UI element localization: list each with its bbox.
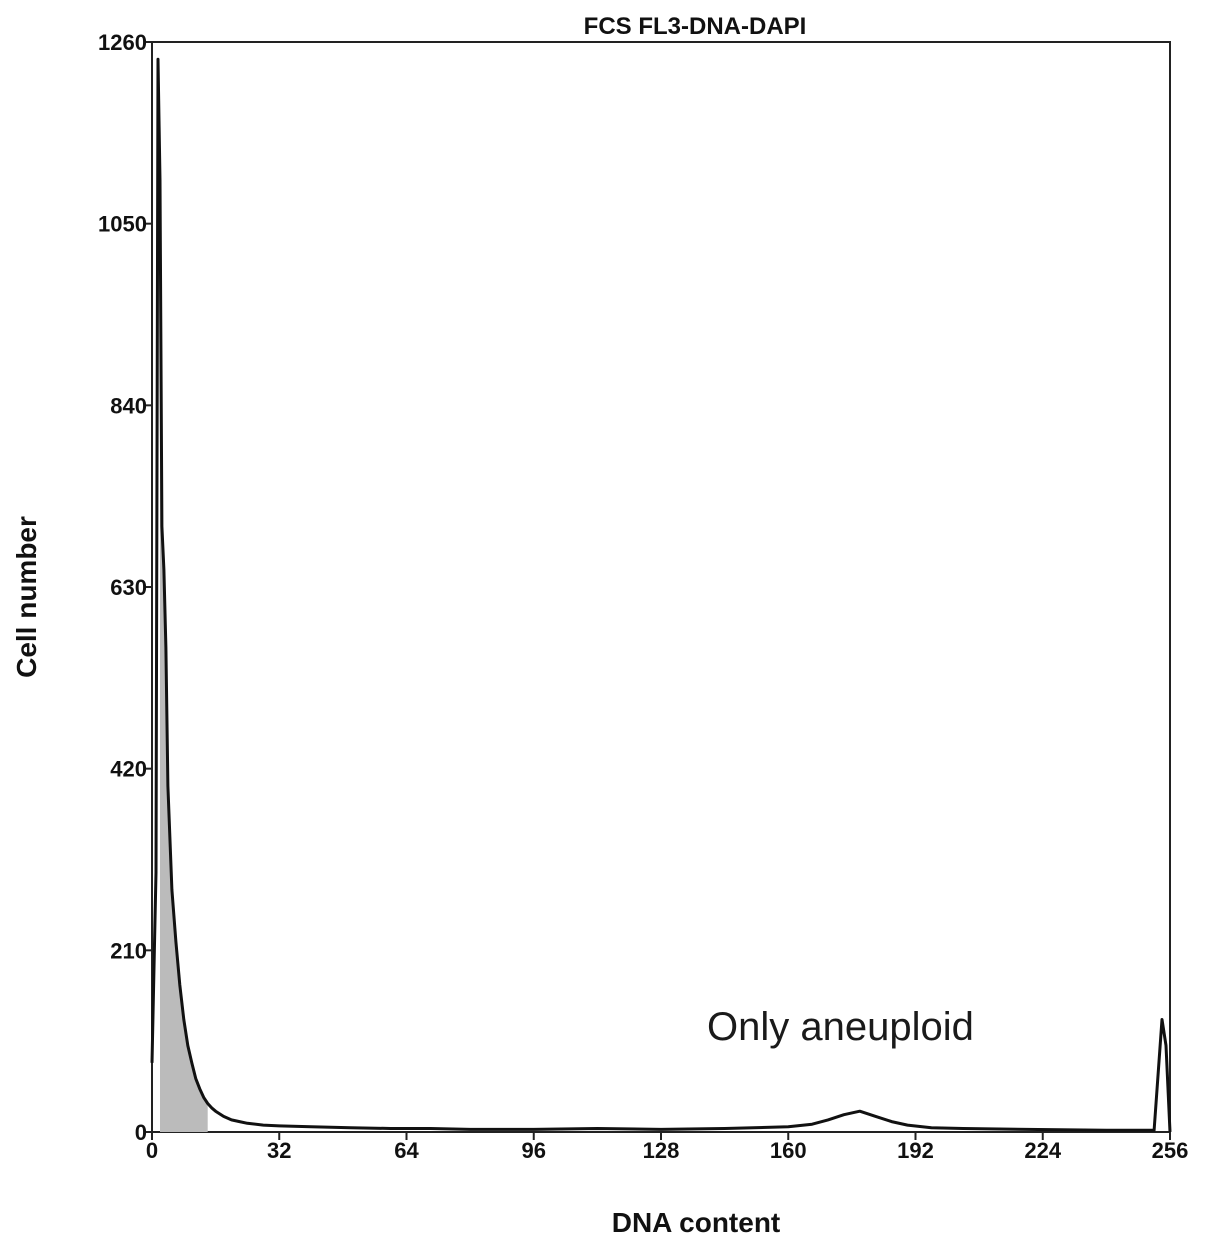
x-tick-label-4: 128 (643, 1138, 680, 1163)
y-tick-label-1: 210 (110, 938, 147, 963)
x-axis-ticks: 0 32 64 96 128 160 192 224 256 (146, 1132, 1188, 1163)
x-tick-label-8: 256 (1152, 1138, 1189, 1163)
histogram-series-line (150, 57, 1172, 1133)
x-tick-label-1: 32 (267, 1138, 291, 1163)
y-axis-label: Cell number (11, 516, 42, 678)
x-tick-label-6: 192 (897, 1138, 934, 1163)
x-tick-label-5: 160 (770, 1138, 807, 1163)
x-tick-label-0: 0 (146, 1138, 158, 1163)
x-tick-label-2: 64 (394, 1138, 419, 1163)
y-tick-label-0: 0 (135, 1120, 147, 1145)
x-tick-label-7: 224 (1024, 1138, 1061, 1163)
y-tick-label-6: 1260 (98, 30, 147, 55)
y-axis-ticks: 0 210 420 630 840 1050 1260 (98, 30, 152, 1145)
y-tick-label-5: 1050 (98, 212, 147, 237)
y-tick-label-2: 420 (110, 757, 147, 782)
y-tick-label-4: 840 (110, 393, 147, 418)
annotation-only-aneuploid: Only aneuploid (707, 1005, 974, 1049)
chart-title: FCS FL3-DNA-DAPI (584, 13, 807, 40)
x-axis-label: DNA content (612, 1207, 781, 1238)
y-tick-label-3: 630 (110, 575, 147, 600)
plot-frame (151, 41, 1171, 1133)
x-tick-label-3: 96 (522, 1138, 546, 1163)
